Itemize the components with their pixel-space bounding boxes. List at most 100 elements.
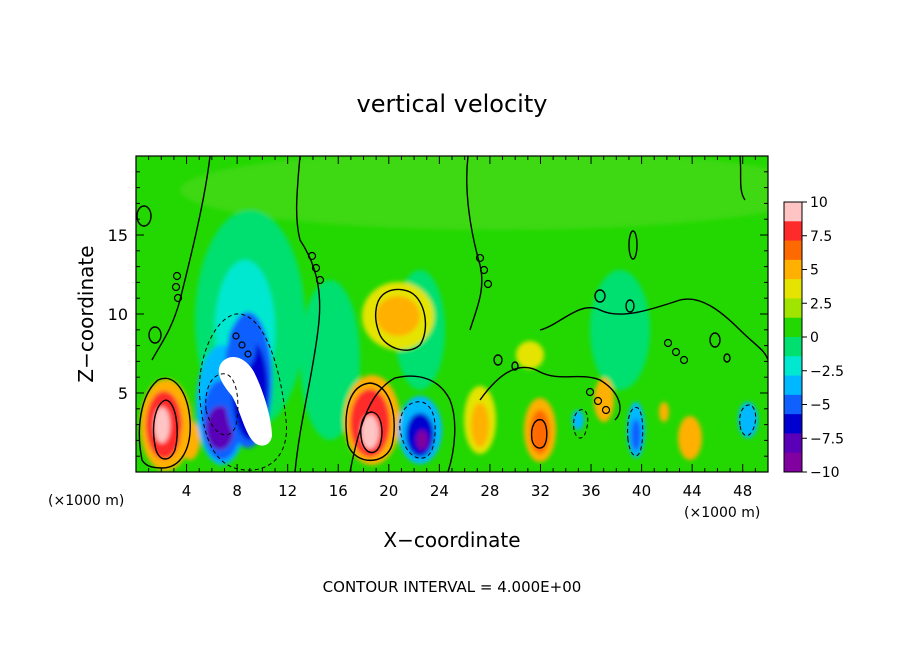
colorbar-swatch (784, 433, 802, 454)
colorbar-tick-label: 0 (810, 330, 819, 346)
plot-area (135, 155, 769, 473)
contour-loop (307, 251, 317, 261)
small-contour (594, 289, 606, 303)
x-tick-label: 28 (480, 482, 499, 500)
updraft-cell (678, 416, 702, 460)
small-contour (493, 354, 503, 366)
y-tick-label: 5 (118, 384, 128, 403)
zero-contour (466, 156, 483, 331)
contour-loop (671, 347, 681, 357)
zero-contour (479, 366, 621, 421)
contour-loop (171, 282, 181, 292)
positive-contour (374, 288, 427, 351)
colorbar-swatch (784, 337, 802, 357)
x-axis-label: X−coordinate (383, 528, 520, 552)
small-contour (625, 299, 635, 313)
x-unit-right: (×1000 m) (684, 505, 760, 521)
updraft-cell (471, 403, 489, 447)
weak-downdraft (300, 280, 360, 440)
small-contour (628, 230, 638, 260)
downdraft-cell (416, 430, 428, 450)
zero-contour (349, 375, 456, 472)
contour-loop (232, 332, 240, 340)
colorbar-swatch (784, 202, 802, 222)
weak-downdraft (590, 270, 650, 390)
colorbar-swatch (784, 317, 802, 338)
contour-loop (244, 350, 252, 358)
positive-contour (152, 399, 178, 460)
colorbar-swatch (784, 375, 802, 396)
colorbar-swatch (784, 279, 802, 299)
small-contour (511, 361, 519, 371)
zero-contour (539, 298, 768, 361)
negative-contour (739, 404, 757, 437)
negative-contour (573, 409, 589, 439)
colorbar-swatch (784, 221, 802, 242)
downdraft-cell (631, 419, 641, 451)
contour-lines (136, 156, 768, 472)
contour-loop-chains (171, 251, 689, 415)
colorbar-swatch (784, 259, 802, 280)
contour-loop (679, 355, 689, 365)
x-tick-label: 48 (733, 482, 752, 500)
contour-loop (173, 293, 183, 303)
positive-contour (138, 377, 191, 469)
negative-contours (198, 313, 757, 471)
updraft-cell (376, 296, 420, 336)
x-tick-label: 40 (632, 482, 651, 500)
x-tick-label: 24 (430, 482, 449, 500)
contour-loop (475, 253, 485, 263)
colorbar-swatch (784, 240, 802, 261)
contour-loop (315, 275, 325, 285)
x-tick-label: 12 (278, 482, 297, 500)
y-axis: 5 10 15 (108, 171, 768, 457)
y-axis-label: Z−coordinate (74, 245, 98, 382)
velocity-field (136, 156, 768, 472)
colorbar-tick-label: 10 (810, 195, 828, 211)
small-contour (136, 205, 152, 227)
negative-contour (198, 313, 287, 471)
colorbar-tick-label: −5 (810, 398, 831, 414)
x-tick-label: 32 (531, 482, 550, 500)
positive-contour (345, 382, 395, 461)
colorbar: 10 7.5 5 2.5 0 −2.5 −5 −7.5 −10 (783, 195, 844, 481)
colorbar-swatch (784, 298, 802, 319)
colorbar-tick-label: −2.5 (810, 364, 844, 380)
small-contour (709, 332, 721, 348)
contour-interval-note: CONTOUR INTERVAL = 4.000E+00 (323, 578, 582, 596)
peak-core (218, 357, 272, 446)
colorbar-tick-label: 2.5 (810, 296, 832, 312)
updraft-cell (154, 407, 170, 443)
updraft-cell (516, 341, 544, 369)
colorbar-tick-label: 7.5 (810, 229, 832, 245)
colorbar-swatch (784, 356, 802, 377)
y-tick-label: 15 (108, 226, 128, 245)
contour-loop (479, 265, 489, 275)
zero-contour (151, 156, 211, 361)
shaded-cells (140, 156, 768, 471)
colorbar-tick-label: 5 (810, 263, 819, 279)
x-tick-label: 20 (379, 482, 398, 500)
contour-loop (663, 338, 673, 348)
x-tick-label: 16 (329, 482, 348, 500)
updraft-cell (659, 402, 669, 422)
x-tick-label: 36 (581, 482, 600, 500)
contour-loop (311, 263, 321, 273)
contour-loop (601, 405, 611, 415)
zero-contour (294, 156, 321, 472)
pale-band (180, 156, 768, 230)
small-contour (148, 326, 162, 344)
colorbar-swatch (784, 452, 802, 473)
chart-title: vertical velocity (357, 90, 548, 118)
positive-contour (530, 418, 548, 449)
zero-contour (739, 156, 746, 201)
colorbar-swatch (784, 394, 802, 415)
x-unit-left: (×1000 m) (48, 493, 124, 509)
updraft-cell (180, 420, 200, 460)
y-tick-label: 10 (108, 305, 128, 324)
x-tick-label: 8 (232, 482, 242, 500)
small-contour (723, 353, 731, 363)
colorbar-tick-label: −7.5 (810, 431, 844, 447)
x-axis: 4 8 12 16 20 24 28 32 36 40 44 48 (148, 156, 756, 500)
